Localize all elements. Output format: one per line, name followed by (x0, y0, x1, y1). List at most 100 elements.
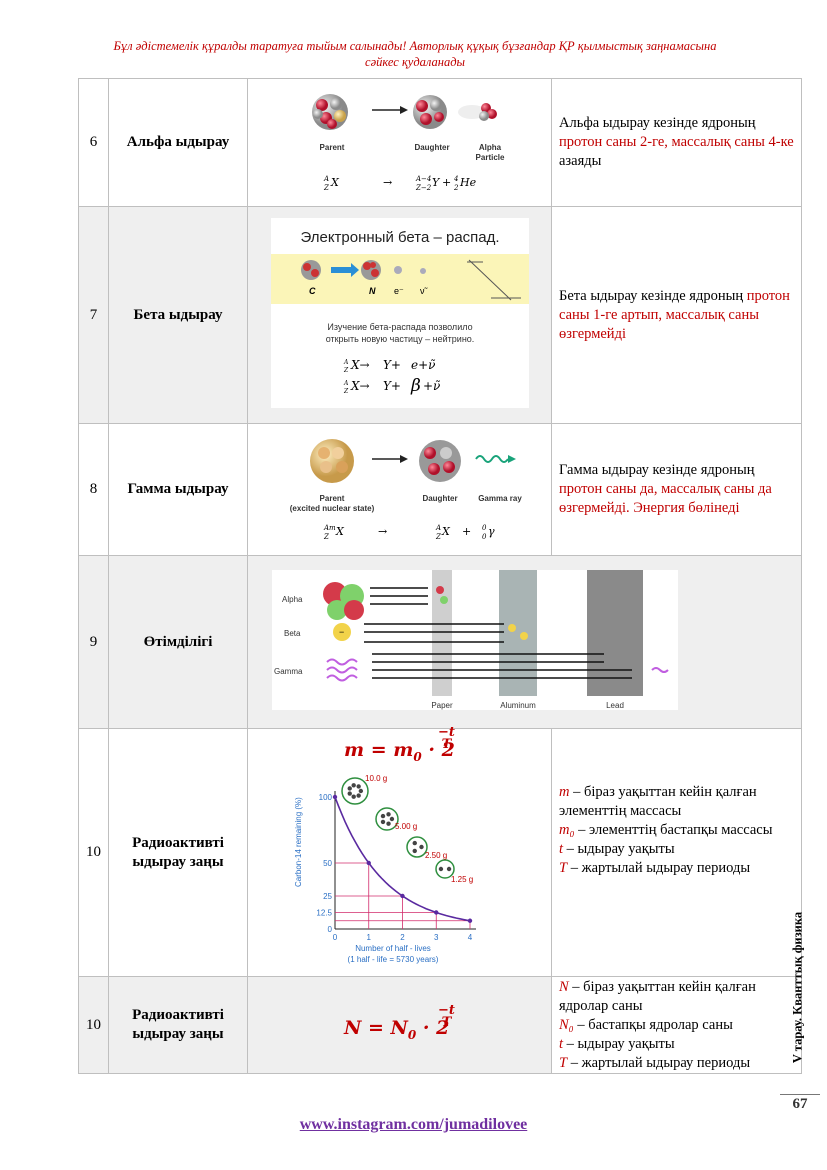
data-point (332, 794, 337, 800)
row-number: 10 (78, 976, 109, 1074)
atom-dot (446, 866, 451, 872)
daughter-nucleus-icon (412, 95, 447, 129)
svg-text:+: + (442, 176, 451, 189)
svg-text:X: X (330, 176, 340, 189)
daughter-nucleus-icon (418, 440, 461, 482)
aluminum-barrier (498, 569, 537, 696)
paper-label: Paper (431, 701, 453, 710)
svg-text:Z: Z (323, 184, 329, 192)
svg-text:X: X (441, 525, 451, 538)
definition-item: m₀ – элементтің бастапқы массасы (559, 822, 773, 838)
svg-text:A−4: A−4 (415, 175, 431, 183)
row-title: Өтімділігі (108, 555, 248, 729)
svg-text:Z: Z (323, 533, 329, 541)
atom-dot (350, 794, 356, 799)
atom-dot (347, 791, 352, 796)
svg-text:A: A (343, 380, 349, 387)
svg-text:X→: X→ (350, 379, 370, 393)
atom-dot (380, 819, 385, 825)
nuclei-formula: N = N0 · 2 −t T (344, 1003, 455, 1042)
svg-text:0: 0 (482, 533, 487, 541)
svg-text:A: A (343, 359, 349, 366)
svg-text:→: → (378, 525, 387, 538)
alpha-particle-icon (322, 581, 364, 620)
desc-highlight: протон саны да, массалық саны да өзгерме… (559, 481, 772, 516)
alpha-equation: AZ X → A−4Z−2 Y + 42 He (323, 175, 477, 192)
data-point (433, 910, 438, 915)
aluminum-label: Aluminum (500, 701, 536, 710)
svg-text:X: X (335, 525, 345, 538)
nuclei-formula-cell: N = N0 · 2 −t T (247, 976, 552, 1074)
copyright-line-2: сәйкес қудаланады (365, 55, 465, 69)
svg-text:A: A (435, 524, 441, 532)
svg-text:+ν̃: +ν̃ (423, 379, 440, 393)
svg-text:Y+: Y+ (383, 379, 401, 393)
gamma-equation: AmZ X → AZ X + 00 γ (323, 524, 495, 541)
chart-x-label-1: Number of half - lives (355, 944, 431, 953)
atom-dot (385, 821, 391, 826)
carbon-symbol: C (309, 286, 316, 296)
beta-equations: X→ Y+ e+ν̃ X→ Y+ β +ν̃ AZ AZ (343, 358, 440, 396)
page-number: 67 (792, 1096, 808, 1112)
beta-caption-1: Изучение бета-распада позволило (327, 322, 472, 332)
row-title: Радиоактивті ыдырау заңы (108, 728, 248, 977)
row-title: Альфа ыдырау (108, 78, 248, 207)
row-title-line-1: Радиоактивті (132, 834, 224, 851)
instagram-link[interactable]: www.instagram.com/jumadilovee (299, 1116, 528, 1133)
penetration-figure: Alpha Beta Gamma − (247, 555, 802, 729)
excited-parent-icon (309, 439, 354, 483)
mass-annotation-1: 10.0 g (365, 774, 387, 783)
gamma-wave-icon (325, 658, 358, 681)
svg-text:+: + (462, 525, 471, 538)
definition-item: T – жартылай ыдырау периоды (559, 860, 751, 876)
beta-particle-icon (332, 622, 351, 641)
y-tick-label: 50 (323, 859, 332, 868)
sample-disk-icon (374, 807, 399, 831)
data-point (366, 860, 371, 866)
atom-dot (438, 866, 443, 872)
alpha-decay-diagram: Parent Daughter Alpha Particle AZ X → A−4… (311, 94, 505, 192)
mass-annotation-4: 1.25 g (451, 875, 473, 884)
chapter-side-label: V тарау. Кванттық физика (790, 911, 805, 1064)
alpha-description: Альфа ыдырау кезінде ядроның протон саны… (551, 78, 802, 207)
daughter-label: Daughter (422, 494, 457, 503)
nitrogen-symbol: N (369, 286, 376, 296)
antineutrino-symbol: ν̃ (420, 286, 429, 296)
desc-text: Гамма ыдырау кезінде ядроның (559, 462, 755, 478)
y-tick-label: 100 (318, 793, 332, 802)
beta-decay-figure: Электронный бета – распад. C N e⁻ ν̃ Изу… (247, 206, 552, 424)
alpha-label: Alpha (282, 595, 303, 604)
decay-curve-chart: 0 1 2 3 4 0 12.5 25 50 100 Carbon-14 remaining (%… (294, 774, 476, 964)
mass-annotation-2: 5.00 g (395, 822, 417, 831)
table-row-penetration: 9 Өтімділігі Alpha Beta Gamma − (78, 555, 802, 729)
parent-label: Parent (319, 494, 344, 503)
table-row-decay-law-nuclei: 10 Радиоактивті ыдырау заңы N = N0 · 2 −… (78, 976, 802, 1074)
row-number: 9 (78, 555, 109, 729)
svg-text:Z−2: Z−2 (415, 184, 432, 192)
gamma-wave-icon (474, 455, 509, 463)
data-point (399, 893, 405, 899)
row-number: 7 (78, 206, 109, 424)
svg-text:He: He (459, 176, 477, 189)
beta-decay-diagram: Электронный бета – распад. C N e⁻ ν̃ Изу… (270, 217, 529, 408)
table-row-decay-law-mass: 10 Радиоактивті ыдырау заңы m = m0 · 2 −… (78, 726, 802, 977)
gamma-label: Gamma (274, 667, 303, 676)
page-number-rule (780, 1094, 820, 1095)
x-tick-label: 3 (434, 933, 439, 942)
radioactivity-table: 6 Альфа ыдырау (78, 78, 802, 1074)
parent-label: Parent (319, 143, 344, 152)
atom-dot (412, 848, 417, 854)
gamma-ray-label: Gamma ray (478, 494, 522, 503)
y-tick-label: 0 (327, 925, 332, 934)
parent-state-label: (excited nuclear state) (289, 504, 374, 513)
svg-text:X→: X→ (350, 358, 370, 372)
beta-title: Электронный бета – распад. (300, 229, 499, 246)
svg-text:e+ν̃: e+ν̃ (411, 358, 435, 372)
beta-label: Beta (284, 629, 301, 638)
svg-text:→: → (383, 176, 392, 189)
parent-nucleus-icon (311, 94, 348, 130)
row-number: 6 (78, 78, 109, 207)
table-row-gamma: 8 Гамма ыдырау (78, 423, 802, 556)
copyright-line-1: Бұл әдістемелік құралды таратуға тыйым с… (113, 39, 717, 53)
